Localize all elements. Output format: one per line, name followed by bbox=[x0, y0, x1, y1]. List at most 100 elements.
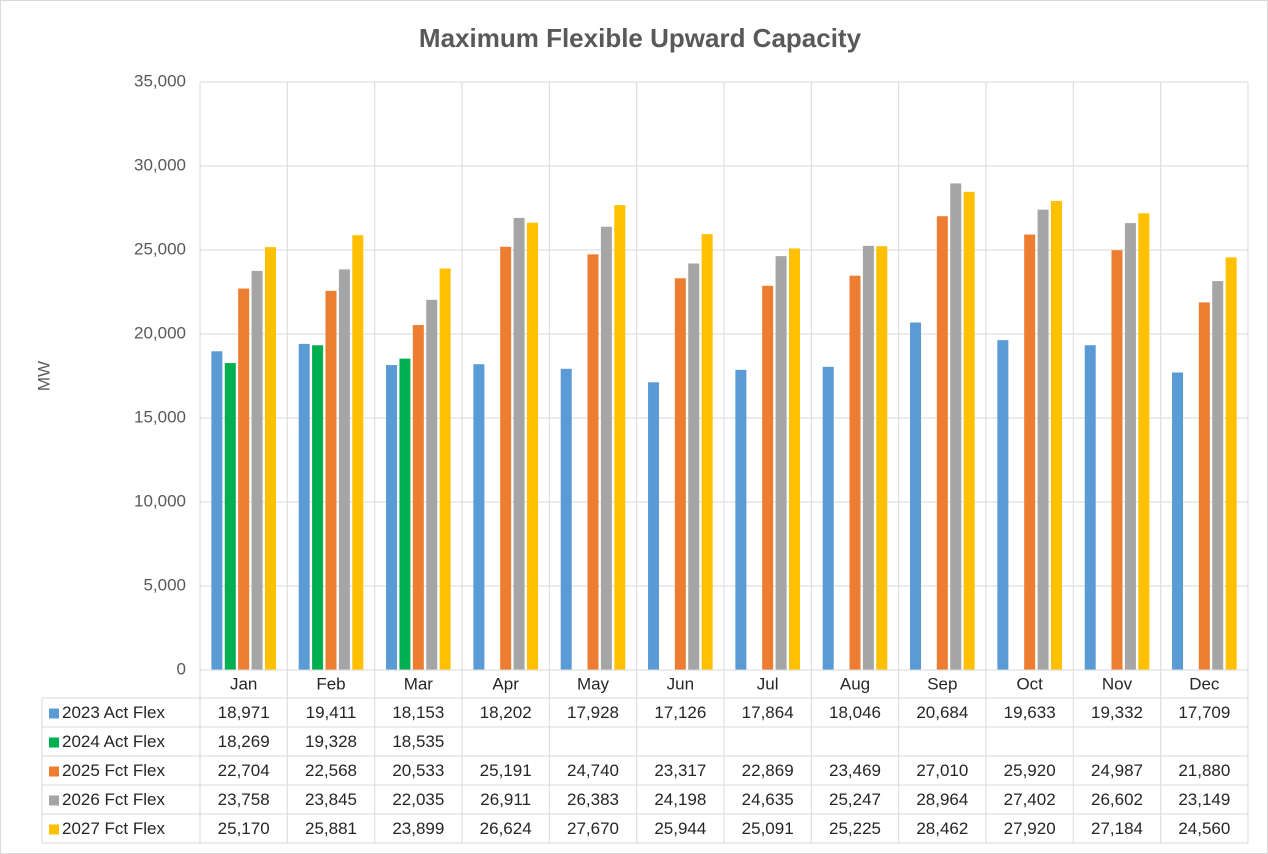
bar bbox=[399, 358, 411, 670]
x-tick-label: Feb bbox=[316, 674, 345, 693]
bar bbox=[862, 245, 874, 670]
bar bbox=[600, 226, 612, 670]
bar bbox=[688, 263, 700, 670]
table-value: 24,987 bbox=[1091, 761, 1143, 780]
bar bbox=[1111, 250, 1123, 671]
bar bbox=[325, 290, 337, 670]
legend-key bbox=[49, 824, 59, 835]
x-tick-label: Aug bbox=[840, 674, 870, 693]
table-value: 27,920 bbox=[1004, 819, 1056, 838]
y-tick-label: 5,000 bbox=[143, 575, 186, 594]
x-tick-label: Mar bbox=[404, 674, 434, 693]
bar bbox=[762, 285, 774, 670]
legend-label: 2025 Fct Flex bbox=[62, 761, 165, 780]
table-value: 23,317 bbox=[654, 761, 706, 780]
x-tick-label: Nov bbox=[1102, 674, 1133, 693]
x-tick-label: Dec bbox=[1189, 674, 1220, 693]
bar bbox=[426, 299, 438, 670]
bar bbox=[1037, 209, 1049, 670]
bar bbox=[822, 366, 834, 670]
table-value: 19,328 bbox=[305, 732, 357, 751]
table-value: 24,635 bbox=[742, 790, 794, 809]
bar bbox=[735, 369, 747, 670]
bar bbox=[560, 368, 572, 670]
y-tick-label: 20,000 bbox=[134, 323, 186, 342]
y-axis-label: MW bbox=[34, 361, 53, 391]
table-value: 28,462 bbox=[916, 819, 968, 838]
table-value: 25,191 bbox=[480, 761, 532, 780]
legend-key bbox=[49, 795, 59, 806]
table-value: 25,920 bbox=[1004, 761, 1056, 780]
y-tick-label: 25,000 bbox=[134, 239, 186, 258]
table-value: 27,402 bbox=[1004, 790, 1056, 809]
table-value: 26,911 bbox=[480, 790, 531, 809]
table-value: 22,035 bbox=[392, 790, 444, 809]
table-value: 18,971 bbox=[218, 703, 270, 722]
table-value: 27,010 bbox=[916, 761, 968, 780]
table-value: 22,704 bbox=[218, 761, 270, 780]
table-value: 27,184 bbox=[1091, 819, 1143, 838]
table-value: 17,709 bbox=[1178, 703, 1230, 722]
table-value: 24,560 bbox=[1178, 819, 1230, 838]
y-tick-label: 30,000 bbox=[134, 155, 186, 174]
table-value: 23,758 bbox=[218, 790, 270, 809]
bar bbox=[1050, 200, 1062, 670]
bar bbox=[614, 205, 626, 671]
table-value: 19,633 bbox=[1004, 703, 1056, 722]
table-value: 18,202 bbox=[480, 703, 532, 722]
bar bbox=[312, 345, 324, 670]
bar bbox=[648, 382, 660, 670]
bar bbox=[526, 222, 538, 670]
x-tick-label: Oct bbox=[1016, 674, 1043, 693]
bar bbox=[701, 234, 713, 670]
bar bbox=[238, 288, 250, 670]
table-value: 25,225 bbox=[829, 819, 881, 838]
bar bbox=[910, 322, 922, 670]
y-tick-label: 35,000 bbox=[134, 71, 186, 90]
bar bbox=[513, 217, 525, 670]
bar bbox=[849, 275, 861, 670]
bar bbox=[1198, 302, 1210, 670]
table-value: 21,880 bbox=[1178, 761, 1230, 780]
bar bbox=[386, 365, 398, 670]
bar bbox=[251, 270, 263, 670]
bar bbox=[439, 268, 451, 670]
legend-key bbox=[49, 708, 59, 719]
table-value: 23,845 bbox=[305, 790, 357, 809]
bar bbox=[1024, 234, 1036, 670]
table-value: 26,624 bbox=[480, 819, 532, 838]
bar bbox=[1225, 257, 1237, 670]
table-value: 25,881 bbox=[305, 819, 357, 838]
y-tick-label: 10,000 bbox=[134, 491, 186, 510]
bar bbox=[224, 363, 236, 670]
bar bbox=[1084, 345, 1096, 670]
bar bbox=[775, 256, 787, 670]
table-value: 20,533 bbox=[392, 761, 444, 780]
table-value: 26,383 bbox=[567, 790, 619, 809]
bar bbox=[211, 351, 223, 670]
legend-label: 2026 Fct Flex bbox=[62, 790, 165, 809]
table-value: 27,670 bbox=[567, 819, 619, 838]
legend-label: 2027 Fct Flex bbox=[62, 819, 165, 838]
bar bbox=[950, 183, 962, 671]
table-value: 22,568 bbox=[305, 761, 357, 780]
x-tick-label: Jul bbox=[757, 674, 779, 693]
table-value: 24,198 bbox=[654, 790, 706, 809]
bar bbox=[500, 246, 512, 670]
bar bbox=[674, 278, 686, 670]
table-value: 26,602 bbox=[1091, 790, 1143, 809]
table-value: 25,170 bbox=[218, 819, 270, 838]
bar bbox=[997, 340, 1009, 670]
y-tick-label: 15,000 bbox=[134, 407, 186, 426]
table-value: 23,469 bbox=[829, 761, 881, 780]
table-value: 19,332 bbox=[1091, 703, 1143, 722]
bar bbox=[338, 269, 350, 670]
table-value: 25,944 bbox=[654, 819, 706, 838]
bar bbox=[473, 364, 485, 670]
table-value: 22,869 bbox=[742, 761, 794, 780]
bar bbox=[298, 343, 310, 670]
bar bbox=[936, 216, 948, 670]
table-value: 19,411 bbox=[306, 703, 357, 722]
legend-key bbox=[49, 737, 59, 748]
